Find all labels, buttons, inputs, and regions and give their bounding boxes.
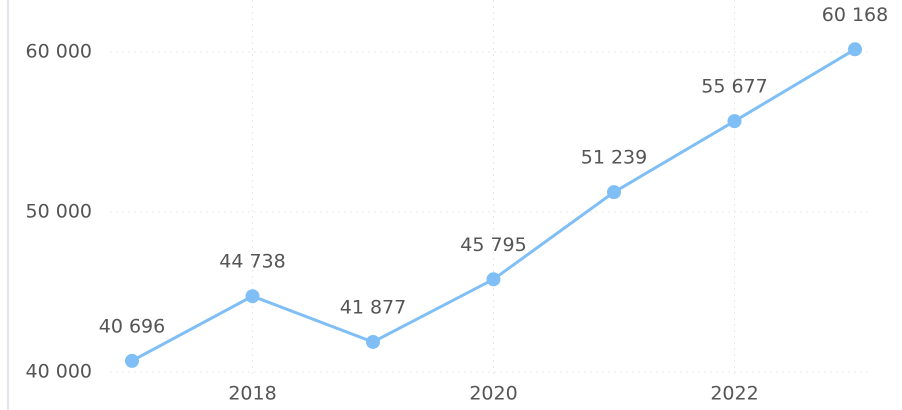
point — [245, 289, 260, 304]
point — [486, 272, 501, 287]
point — [848, 42, 862, 57]
y-tick-label: 50 000 — [26, 201, 92, 223]
data-label: 60 168 — [822, 4, 888, 26]
data-label: 51 239 — [581, 147, 647, 169]
point — [366, 334, 380, 349]
data-label: 45 795 — [460, 234, 526, 256]
point — [727, 114, 742, 129]
point — [125, 353, 139, 368]
x-tick-label: 2018 — [228, 383, 276, 405]
x-tick-label: 2022 — [710, 383, 758, 405]
x-tick-label: 2020 — [469, 383, 517, 405]
data-label: 44 738 — [219, 251, 285, 273]
point — [607, 185, 621, 200]
data-label: 41 877 — [340, 296, 406, 318]
data-label: 40 696 — [99, 315, 165, 337]
y-tick-label: 40 000 — [26, 361, 92, 383]
y-tick-label: 60 000 — [26, 41, 92, 63]
data-label: 55 677 — [701, 76, 767, 98]
